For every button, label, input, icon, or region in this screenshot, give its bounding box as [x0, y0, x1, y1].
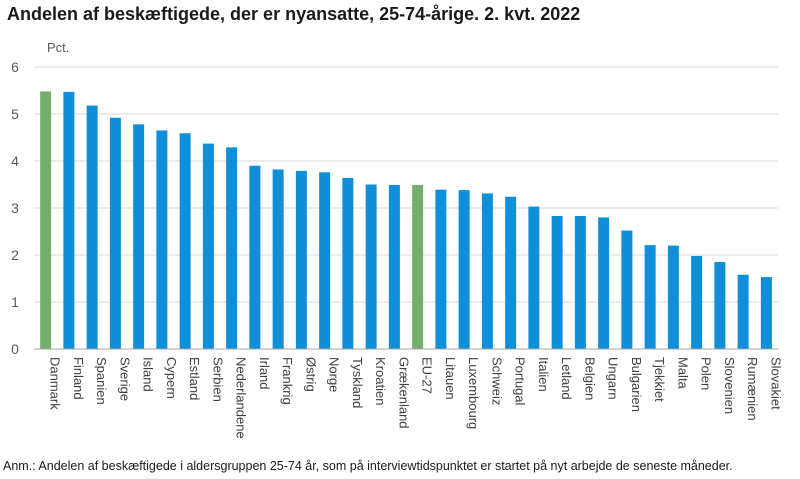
bar-tyskland — [342, 177, 354, 349]
bar-nederlandene — [226, 147, 238, 349]
x-tick-label: Cypern — [164, 357, 179, 399]
y-tick-label: 4 — [11, 153, 19, 169]
x-tick-label: Bulgarien — [629, 357, 644, 412]
x-tick-label: Tyskland — [350, 357, 365, 408]
bar-østrig — [295, 170, 307, 349]
x-tick-label: Grækenland — [396, 357, 411, 429]
bar-kroatien — [365, 184, 377, 349]
footnote: Anm.: Andelen af beskæftigede i aldersgr… — [3, 459, 733, 473]
bar-danmark — [40, 91, 52, 349]
x-tick-label: EU-27 — [420, 357, 435, 394]
x-tick-label: Belgien — [582, 357, 597, 400]
y-tick-label: 2 — [11, 247, 19, 263]
x-tick-label: Litauen — [443, 357, 458, 400]
bar-grækenland — [388, 184, 400, 349]
x-tick-label: Luxembourg — [466, 357, 481, 429]
x-tick-label: Nederlandene — [234, 357, 249, 439]
bar-polen — [691, 255, 703, 349]
bar-rumænien — [737, 274, 749, 349]
bar-malta — [667, 245, 679, 349]
bar-sverige — [109, 117, 121, 349]
bar-spanien — [86, 105, 98, 349]
bar-portugal — [505, 196, 517, 349]
x-tick-label: Slovenien — [722, 357, 737, 414]
bar-serbien — [202, 143, 214, 349]
x-tick-label: Sverige — [117, 357, 132, 401]
bar-eu-27 — [412, 184, 424, 349]
x-tick-label: Ungarn — [606, 357, 621, 400]
x-tick-label: Norge — [327, 357, 342, 392]
bar-slovakiet — [760, 277, 772, 349]
x-tick-label: Italien — [536, 357, 551, 392]
gridlines — [34, 66, 778, 303]
x-tick-label: Polen — [699, 357, 714, 390]
x-tick-label: Spanien — [94, 357, 109, 405]
y-tick-label: 3 — [11, 200, 19, 216]
x-tick-label: Portugal — [513, 357, 528, 406]
y-tick-label: 5 — [11, 106, 19, 122]
x-tick-label: Island — [141, 357, 156, 392]
x-tick-label: Irland — [257, 357, 272, 390]
bar-estland — [179, 133, 191, 349]
bar-island — [133, 124, 145, 349]
y-tick-label: 1 — [11, 294, 19, 310]
bar-norge — [319, 172, 331, 349]
y-axis-label: Pct. — [47, 40, 69, 55]
bar-schweiz — [481, 193, 493, 349]
x-tick-label: Schweiz — [489, 357, 504, 405]
bar-ungarn — [598, 217, 610, 349]
y-axis-ticks: 0 1 2 3 4 5 6 — [11, 59, 19, 357]
y-tick-label: 6 — [11, 59, 19, 75]
x-tick-label: Østrig — [303, 357, 318, 392]
x-tick-label: Kroatien — [373, 357, 388, 405]
x-axis-labels: Danmark Finland Spanien Sverige Island Cypern… — [48, 357, 784, 439]
bar-cypern — [156, 130, 168, 349]
x-tick-label: Danmark — [48, 357, 63, 410]
bars — [40, 91, 772, 349]
bar-slovenien — [714, 262, 726, 349]
x-tick-label: Estland — [187, 357, 202, 400]
bar-finland — [63, 91, 75, 349]
bar-tjekkiet — [644, 245, 656, 349]
bar-italien — [528, 206, 540, 349]
bar-bulgarien — [621, 230, 633, 349]
bar-luxembourg — [458, 190, 470, 349]
x-tick-label: Frankrig — [280, 357, 295, 405]
bar-litauen — [435, 189, 447, 349]
x-tick-label: Tjekkiet — [652, 357, 667, 402]
bar-belgien — [574, 215, 586, 349]
x-tick-label: Serbien — [210, 357, 225, 402]
chart-title: Andelen af beskæftigede, der er nyansatt… — [7, 4, 581, 24]
bar-letland — [551, 215, 563, 349]
x-tick-label: Slovakiet — [768, 357, 783, 410]
x-tick-label: Finland — [71, 357, 86, 400]
x-tick-label: Rumænien — [745, 357, 760, 421]
x-tick-label: Letland — [559, 357, 574, 400]
y-tick-label: 0 — [11, 341, 19, 357]
bar-irland — [249, 165, 261, 349]
bar-frankrig — [272, 169, 284, 349]
x-tick-label: Malta — [675, 357, 690, 390]
bar-chart: 0 1 2 3 4 5 6 Pct. Danmark Finland Spanien Sverig… — [11, 40, 784, 439]
